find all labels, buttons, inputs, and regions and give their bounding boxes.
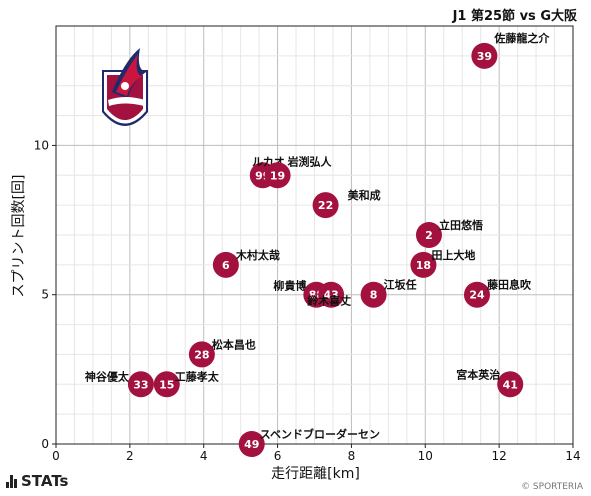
point-label: 神谷優太 bbox=[85, 369, 130, 383]
player-point: 22 美和成 bbox=[312, 188, 381, 219]
player-point: 2 立田悠悟 bbox=[415, 218, 483, 248]
point-marker bbox=[471, 42, 498, 69]
bars-icon bbox=[6, 474, 17, 488]
point-marker bbox=[415, 222, 442, 248]
point-number: 33 bbox=[133, 378, 148, 391]
point-marker bbox=[127, 371, 154, 398]
x-tick-label: 10 bbox=[418, 449, 433, 463]
point-label: 鈴木喜丈 bbox=[307, 294, 351, 308]
point-marker bbox=[188, 341, 215, 368]
point-marker bbox=[410, 251, 437, 278]
point-number: 18 bbox=[416, 259, 431, 272]
point-label: 美和成 bbox=[348, 188, 381, 202]
point-number: 19 bbox=[270, 169, 285, 182]
point-label: 藤田息吹 bbox=[487, 278, 532, 292]
point-label: 田上大地 bbox=[431, 248, 475, 262]
point-label: スベンドブローダーセン bbox=[260, 427, 380, 441]
point-number: 8 bbox=[370, 289, 378, 302]
x-tick-label: 0 bbox=[52, 449, 60, 463]
point-label: 木村太哉 bbox=[235, 248, 280, 262]
copyright: © SPORTERIA bbox=[521, 482, 583, 492]
x-tick-label: 14 bbox=[565, 449, 580, 463]
x-tick-label: 8 bbox=[348, 449, 356, 463]
point-marker bbox=[360, 281, 387, 308]
x-tick-label: 2 bbox=[126, 449, 134, 463]
point-marker bbox=[238, 431, 265, 457]
x-tick-label: 4 bbox=[200, 449, 208, 463]
y-tick-label: 0 bbox=[41, 437, 49, 451]
point-label: 岩渕弘人 bbox=[287, 154, 333, 168]
point-marker bbox=[153, 371, 180, 398]
stats-logo: STATs bbox=[6, 472, 68, 490]
point-label: 宮本英治 bbox=[456, 367, 500, 381]
point-number: 43 bbox=[323, 289, 338, 302]
point-label: 松本昌也 bbox=[212, 337, 256, 351]
point-number: 28 bbox=[194, 348, 209, 361]
point-number: 49 bbox=[244, 438, 259, 451]
point-label: 柳貴博 bbox=[273, 279, 306, 293]
team-crest-logo bbox=[102, 48, 148, 126]
point-label: 立田悠悟 bbox=[439, 218, 483, 232]
plot-frame bbox=[55, 25, 574, 445]
x-axis-label: 走行距離[km] bbox=[271, 466, 360, 482]
player-point: 6 木村太哉 bbox=[212, 248, 280, 278]
point-number: 6 bbox=[222, 259, 230, 272]
point-marker bbox=[497, 371, 524, 398]
point-label: 工藤孝太 bbox=[175, 369, 220, 383]
data-points: 39佐藤龍之介99ルカオ19岩渕弘人22美和成2立田悠悟18田上大地6木村太哉8… bbox=[85, 31, 550, 457]
point-number: 2 bbox=[425, 229, 433, 242]
point-marker bbox=[312, 192, 339, 219]
y-axis-label: スプリント回数[回] bbox=[11, 174, 27, 298]
point-label: 佐藤龍之介 bbox=[493, 31, 550, 45]
chart-title: J1 第25節 vs G大阪 bbox=[452, 9, 577, 24]
point-marker bbox=[212, 251, 239, 278]
x-tick-label: 6 bbox=[274, 449, 282, 463]
point-number: 15 bbox=[159, 378, 174, 391]
point-number: 24 bbox=[469, 289, 485, 302]
x-tick-label: 12 bbox=[492, 449, 507, 463]
point-number: 41 bbox=[503, 378, 518, 391]
point-marker bbox=[264, 162, 291, 189]
brand-name: STATs bbox=[21, 472, 69, 490]
y-tick-label: 10 bbox=[34, 138, 49, 152]
point-marker bbox=[318, 281, 345, 308]
point-label: 江坂任 bbox=[384, 278, 417, 292]
y-tick-label: 5 bbox=[41, 288, 49, 302]
point-number: 39 bbox=[477, 50, 492, 63]
player-point: 8 江坂任 bbox=[360, 278, 417, 308]
point-number: 22 bbox=[318, 199, 333, 212]
point-marker bbox=[463, 281, 490, 308]
